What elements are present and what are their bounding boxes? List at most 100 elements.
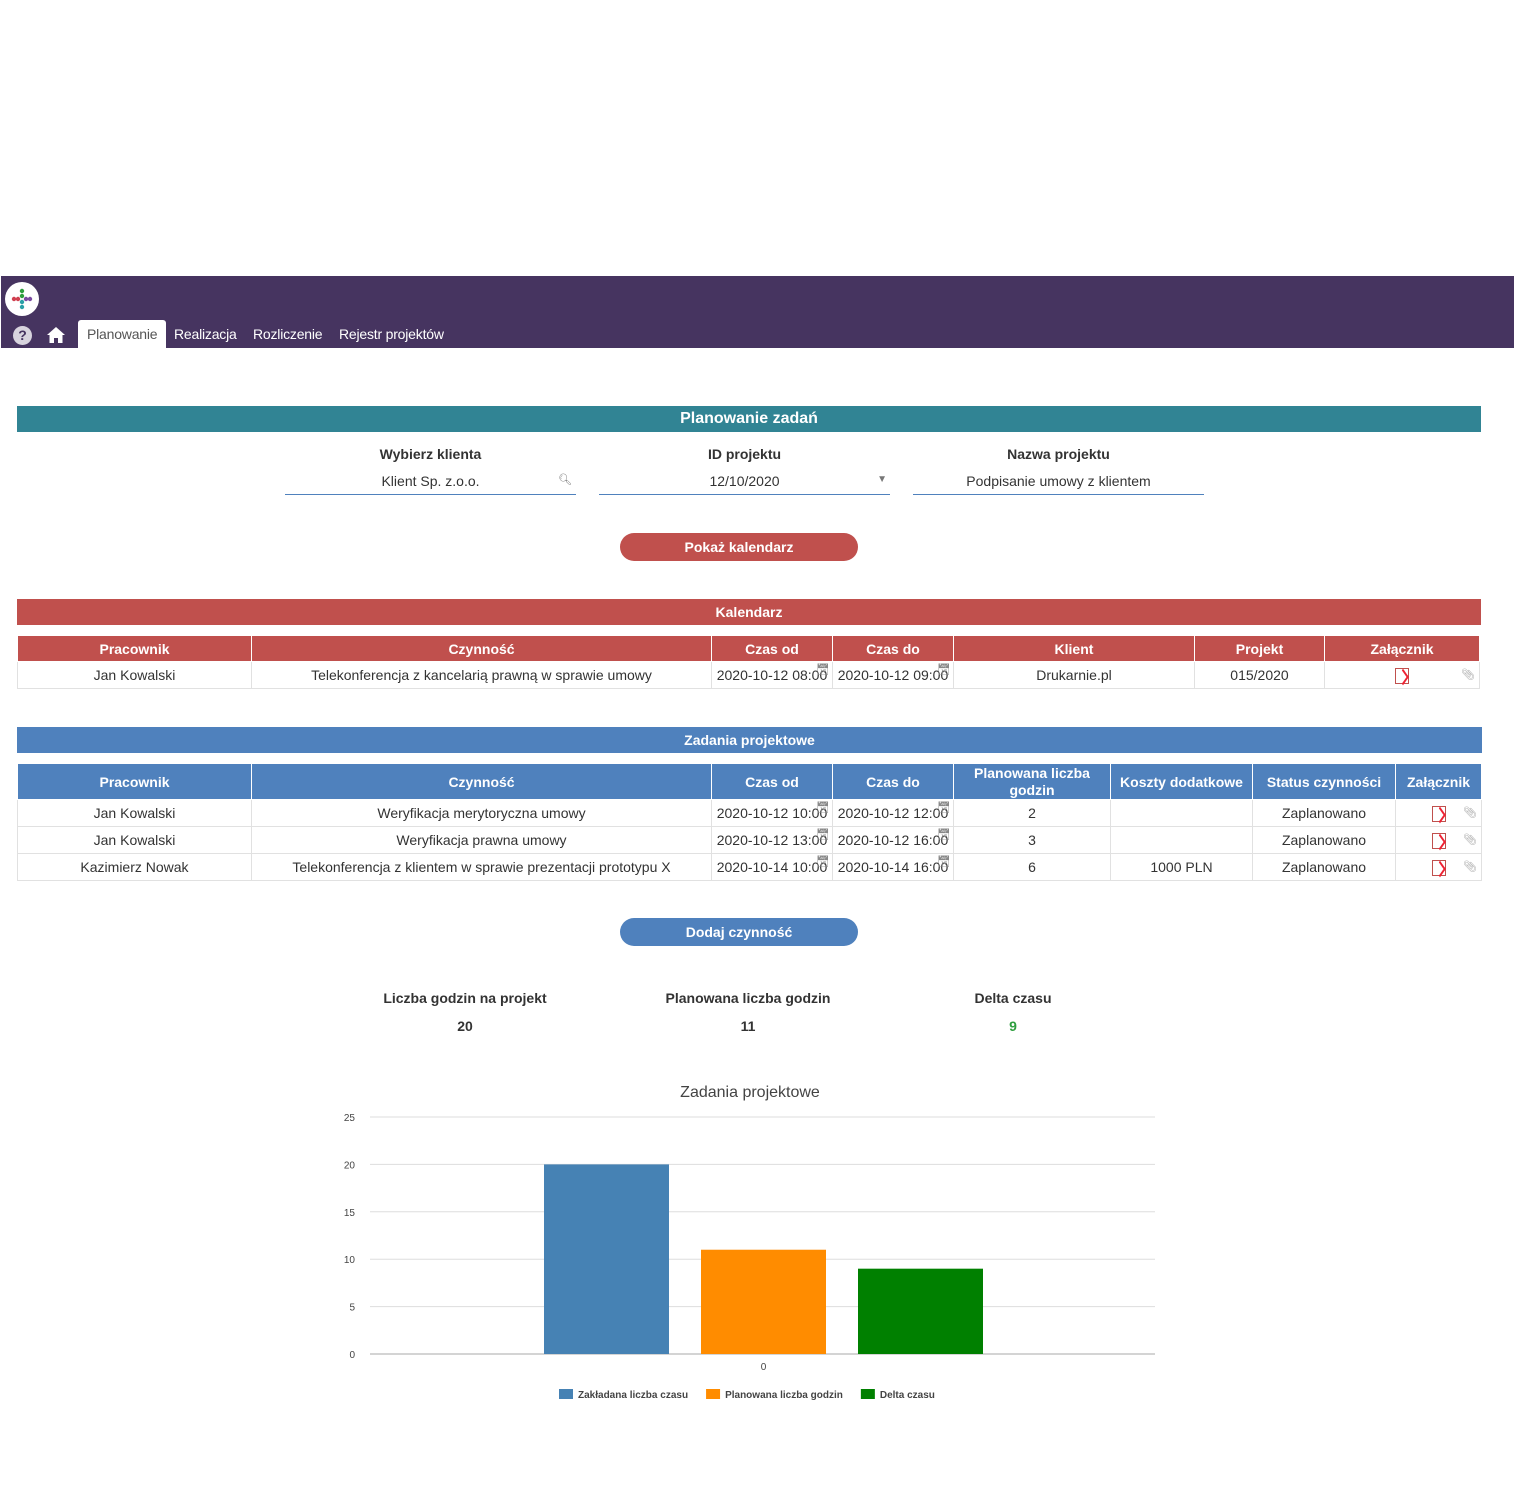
legend-swatch [706,1389,721,1399]
pdf-icon[interactable] [1431,805,1446,822]
activity-cell: Telekonferencja z kancelarią prawną w sp… [251,661,712,689]
time-from-cell[interactable]: 2020-10-12 10:00 📅︎ [711,799,833,827]
costs-cell: 1000 PLN [1110,853,1253,881]
paperclip-icon[interactable]: 📎︎ [1463,834,1477,846]
pdf-icon[interactable] [1431,859,1446,876]
status-cell: Zaplanowano [1252,826,1396,854]
time-to-cell[interactable]: 2020-10-14 16:00 📅︎ [832,853,954,881]
col-header-klient[interactable]: Klient [953,635,1195,662]
top-navbar: ? Planowanie Realizacja Rozliczenie Reje… [1,276,1514,348]
activity-cell: Telekonferencja z klientem w sprawie pre… [251,853,712,881]
hours-cell: 6 [953,853,1111,881]
time-to-cell[interactable]: 2020-10-12 12:00 📅︎ [832,799,954,827]
app-logo[interactable] [5,282,39,316]
y-tick-label: 10 [344,1255,356,1266]
search-icon[interactable]: 🔍︎ [558,474,572,486]
time-to-value: 2020-10-12 12:00 [837,805,949,821]
legend-swatch [860,1389,875,1399]
project-name-field: Nazwa projektu Podpisanie umowy z klient… [913,446,1204,495]
show-calendar-button[interactable]: Pokaż kalendarz [620,533,858,561]
time-to-cell[interactable]: 2020-10-12 16:00 📅︎ [832,826,954,854]
client-value: Klient Sp. z.o.o. [381,473,480,489]
col-header-koszty-dodatkowe[interactable]: Koszty dodatkowe [1110,763,1253,800]
bar [858,1268,983,1354]
planning-header: Planowanie zadań [17,406,1481,432]
home-icon[interactable] [46,326,66,344]
project-id-value: 12/10/2020 [709,473,780,489]
col-header-planowana-liczba-godzin[interactable]: Planowana liczba godzin [953,763,1111,800]
time-from-value: 2020-10-12 10:00 [716,805,828,821]
costs-cell [1110,826,1253,854]
add-activity-button[interactable]: Dodaj czynność [620,918,858,946]
calendar-icon[interactable]: 📅︎ [937,664,951,676]
col-header-czas-od[interactable]: Czas od [711,763,833,800]
time-to-value: 2020-10-12 09:00 [837,667,949,683]
col-header-czas-do[interactable]: Czas do [832,635,954,662]
col-header-pracownik[interactable]: Pracownik [17,635,252,662]
col-header-projekt[interactable]: Projekt [1194,635,1325,662]
x-tick-label: 0 [761,1362,767,1373]
help-icon[interactable]: ? [13,326,32,345]
stat-project-hours: Liczba godzin na projekt 20 [340,990,590,1034]
col-header-czas-od[interactable]: Czas od [711,635,833,662]
calendar-icon[interactable]: 📅︎ [937,829,951,841]
paperclip-icon[interactable]: 📎︎ [1463,807,1477,819]
y-tick-label: 25 [344,1113,356,1124]
time-to-cell[interactable]: 2020-10-12 09:00 📅︎ [832,661,954,689]
costs-cell [1110,799,1253,827]
calendar-icon[interactable]: 📅︎ [937,802,951,814]
activity-cell: Weryfikacja prawna umowy [251,826,712,854]
time-from-cell[interactable]: 2020-10-14 10:00 📅︎ [711,853,833,881]
client-field: Wybierz klienta Klient Sp. z.o.o. 🔍︎ [285,446,576,495]
stat-label: Delta czasu [974,990,1052,1006]
status-cell: Zaplanowano [1252,799,1396,827]
legend-label: Planowana liczba godzin [725,1390,843,1401]
project-id-select[interactable]: 12/10/2020 ▼ [599,473,890,495]
calendar-icon[interactable]: 📅︎ [816,802,830,814]
project-cell: 015/2020 [1194,661,1325,689]
col-header-czynnosc[interactable]: Czynność [251,635,712,662]
y-tick-label: 20 [344,1160,356,1171]
paperclip-icon[interactable]: 📎︎ [1461,669,1475,681]
stat-value: 20 [457,1018,473,1034]
y-tick-label: 5 [349,1303,355,1314]
col-header-zalacznik[interactable]: Załącznik [1395,763,1482,800]
pdf-icon[interactable] [1431,832,1446,849]
table-row[interactable]: Jan Kowalski Weryfikacja merytoryczna um… [17,799,1482,827]
client-label: Wybierz klienta [379,446,482,462]
employee-cell: Kazimierz Nowak [17,853,252,881]
col-header-czynnosc[interactable]: Czynność [251,763,712,800]
col-header-status[interactable]: Status czynności [1252,763,1396,800]
client-input[interactable]: Klient Sp. z.o.o. 🔍︎ [285,473,576,495]
table-row[interactable]: Jan Kowalski Telekonferencja z kancelari… [17,661,1480,689]
paperclip-icon[interactable]: 📎︎ [1463,861,1477,873]
col-header-zalacznik[interactable]: Załącznik [1324,635,1480,662]
tab-realizacja[interactable]: Realizacja [174,326,237,342]
attachment-cell: 📎︎ [1324,661,1480,689]
tab-rejestr-projektow[interactable]: Rejestr projektów [339,326,444,342]
calendar-icon[interactable]: 📅︎ [816,664,830,676]
project-id-label: ID projektu [707,446,782,462]
calendar-icon[interactable]: 📅︎ [816,829,830,841]
chevron-down-icon[interactable]: ▼ [877,474,887,485]
calendar-table: Pracownik Czynność Czas od Czas do Klien… [17,635,1480,689]
col-header-pracownik[interactable]: Pracownik [17,763,252,800]
stat-label: Liczba godzin na projekt [383,990,547,1006]
tab-planowanie[interactable]: Planowanie [78,320,167,348]
col-header-czas-do[interactable]: Czas do [832,763,954,800]
pdf-icon[interactable] [1395,667,1409,684]
time-from-value: 2020-10-14 10:00 [716,859,828,875]
hours-cell: 2 [953,799,1111,827]
calendar-icon[interactable]: 📅︎ [937,856,951,868]
table-row[interactable]: Jan Kowalski Weryfikacja prawna umowy 20… [17,826,1482,854]
time-from-cell[interactable]: 2020-10-12 08:00 📅︎ [711,661,833,689]
tab-rozliczenie[interactable]: Rozliczenie [253,326,323,342]
bar [544,1164,669,1354]
status-cell: Zaplanowano [1252,853,1396,881]
table-row[interactable]: Kazimierz Nowak Telekonferencja z klient… [17,853,1482,881]
project-name-label: Nazwa projektu [1007,446,1110,462]
calendar-icon[interactable]: 📅︎ [816,856,830,868]
stat-delta: Delta czasu 9 [888,990,1138,1034]
project-name-input[interactable]: Podpisanie umowy z klientem [913,473,1204,495]
time-from-cell[interactable]: 2020-10-12 13:00 📅︎ [711,826,833,854]
